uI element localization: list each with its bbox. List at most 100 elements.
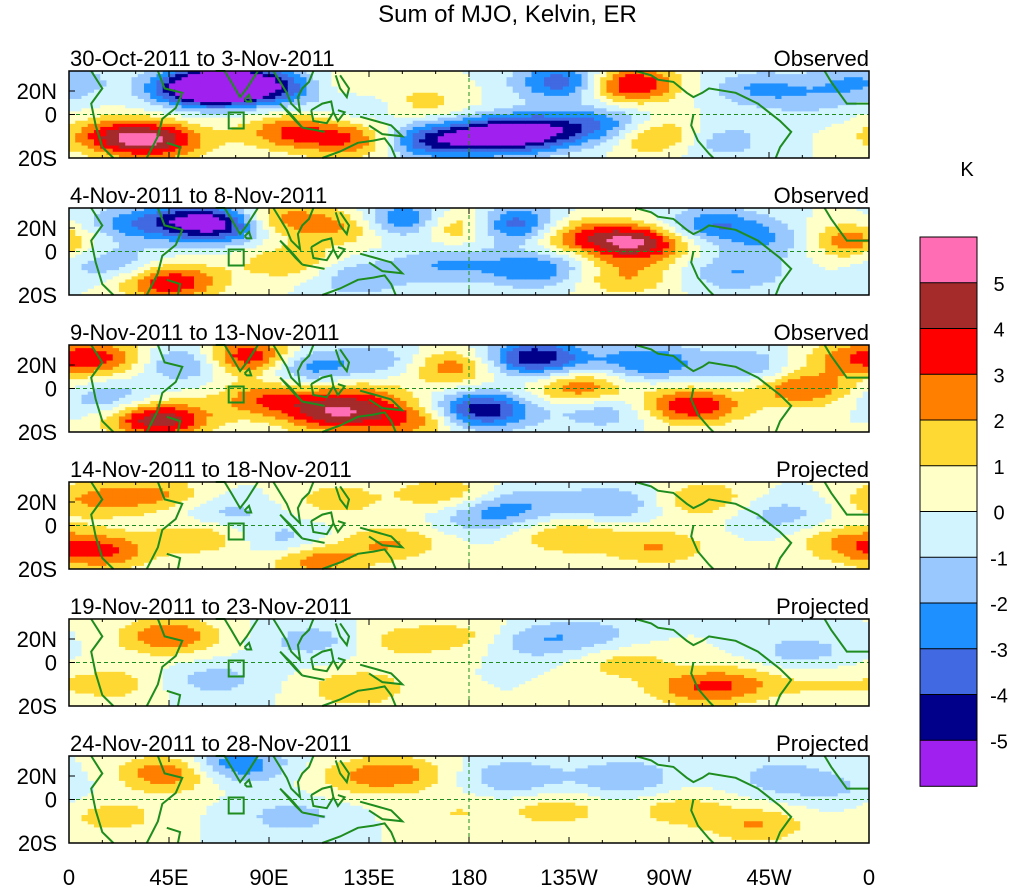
heatmap-cell (612, 136, 620, 140)
heatmap-cell (637, 92, 645, 97)
heatmap-cell (825, 89, 832, 94)
heatmap-cell (594, 151, 601, 156)
heatmap-cell (700, 136, 707, 140)
heatmap-cell (525, 136, 532, 140)
heatmap-cell (119, 105, 126, 109)
heatmap-cell (312, 267, 320, 271)
heatmap-cell (237, 288, 245, 293)
heatmap-cell (769, 111, 776, 115)
heatmap-cell (187, 220, 195, 225)
heatmap-cell (387, 95, 395, 100)
heatmap-cell (262, 248, 270, 252)
heatmap-cell (812, 71, 820, 75)
heatmap-cell (225, 245, 232, 249)
heatmap-cell (619, 114, 626, 119)
heatmap-cell (169, 229, 176, 234)
heatmap-cell (369, 92, 376, 97)
heatmap-cell (94, 154, 101, 159)
heatmap-cell (450, 139, 457, 143)
heatmap-cell (631, 154, 639, 159)
heatmap-cell (150, 242, 157, 246)
heatmap-cell (756, 154, 764, 159)
heatmap-cell (400, 154, 407, 159)
heatmap-cell (262, 220, 270, 225)
heatmap-cell (412, 89, 420, 94)
heatmap-cell (512, 102, 520, 106)
heatmap-cell (125, 282, 132, 287)
heatmap-cell (537, 89, 545, 94)
heatmap-cell (769, 148, 776, 153)
heatmap-cell (537, 148, 545, 153)
heatmap-cell (344, 98, 351, 103)
heatmap-cell (456, 133, 464, 137)
heatmap-cell (106, 126, 114, 131)
heatmap-cell (287, 223, 295, 228)
heatmap-cell (787, 151, 795, 156)
heatmap-cell (706, 77, 714, 81)
heatmap-cell (837, 139, 845, 143)
heatmap-cell (350, 276, 357, 280)
heatmap-cell (181, 220, 189, 225)
heatmap-cell (294, 208, 301, 212)
heatmap-cell (756, 114, 764, 119)
heatmap-cell (319, 229, 326, 234)
heatmap-cell (144, 282, 151, 287)
heatmap-cell (187, 273, 195, 277)
heatmap-cell (350, 123, 357, 128)
heatmap-cell (437, 89, 445, 94)
heatmap-cell (237, 77, 245, 81)
heatmap-cell (500, 102, 507, 106)
heatmap-cell (587, 95, 595, 100)
heatmap-cell (125, 211, 132, 215)
heatmap-cell (512, 111, 520, 115)
heatmap-cell (737, 102, 745, 106)
heatmap-cell (825, 117, 832, 122)
heatmap-cell (281, 114, 289, 119)
heatmap-cell (319, 105, 326, 109)
heatmap-cell (244, 263, 251, 268)
heatmap-cell (269, 123, 276, 128)
heatmap-cell (794, 95, 801, 100)
heatmap-cell (175, 229, 182, 234)
heatmap-cell (631, 92, 639, 97)
heatmap-cell (119, 89, 126, 94)
heatmap-cell (762, 74, 770, 78)
heatmap-cell (144, 120, 151, 125)
heatmap-cell (850, 83, 857, 88)
heatmap-cell (94, 251, 101, 256)
heatmap-cell (487, 95, 495, 100)
heatmap-cell (206, 133, 214, 137)
heatmap-cell (625, 92, 632, 97)
heatmap-cell (156, 220, 164, 225)
heatmap-cell (81, 251, 89, 256)
heatmap-cell (787, 108, 795, 112)
heatmap-cell (106, 148, 114, 153)
heatmap-cell (831, 98, 839, 103)
heatmap-cell (219, 223, 226, 228)
heatmap-cell (631, 71, 639, 75)
heatmap-cell (456, 154, 464, 159)
heatmap-cell (469, 139, 476, 143)
heatmap-cell (619, 98, 626, 103)
heatmap-cell (87, 89, 95, 94)
heatmap-cell (287, 257, 295, 262)
heatmap-cell (512, 105, 520, 109)
heatmap-cell (162, 105, 170, 109)
heatmap-cell (275, 251, 282, 256)
heatmap-cell (706, 123, 714, 128)
heatmap-cell (844, 83, 851, 88)
heatmap-cell (431, 111, 439, 115)
heatmap-cell (181, 154, 189, 159)
heatmap-cell (344, 267, 351, 271)
heatmap-cell (287, 139, 295, 143)
heatmap-cell (337, 282, 345, 287)
heatmap-cell (812, 120, 820, 125)
heatmap-cell (625, 102, 632, 106)
heatmap-cell (106, 242, 114, 246)
heatmap-cell (400, 136, 407, 140)
heatmap-cell (181, 235, 189, 240)
heatmap-cell (112, 220, 120, 225)
heatmap-cell (387, 98, 395, 103)
heatmap-cell (744, 77, 751, 81)
heatmap-cell (250, 148, 257, 153)
